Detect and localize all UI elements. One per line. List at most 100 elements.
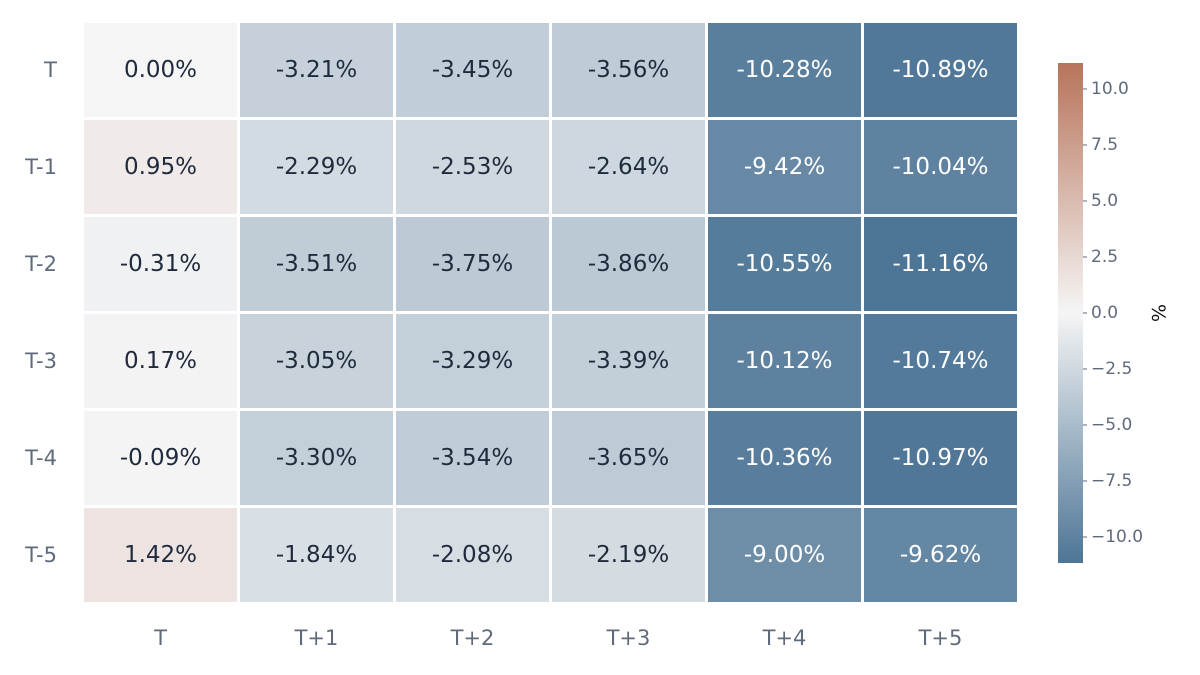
heatmap-cell-label: -3.54% <box>432 445 513 471</box>
x-axis-tick-labels: T T+1 T+2 T+3 T+4 T+5 <box>153 626 962 650</box>
colorbar-tick-label: 5.0 <box>1091 191 1118 211</box>
heatmap-cell <box>396 120 549 214</box>
heatmap-cell <box>240 23 393 117</box>
heatmap-cell <box>240 120 393 214</box>
heatmap-cell <box>396 217 549 311</box>
heatmap-cell <box>552 120 705 214</box>
y-tick-label: T-1 <box>24 155 57 179</box>
heatmap-cell <box>552 411 705 505</box>
heatmap-cell-label: -10.97% <box>893 445 989 471</box>
heatmap-cell-label: -1.84% <box>276 542 357 568</box>
heatmap-cell-label: -2.29% <box>276 154 357 180</box>
colorbar-tick-label: −7.5 <box>1091 471 1132 491</box>
heatmap-cell <box>864 314 1017 408</box>
heatmap-cell <box>708 508 861 602</box>
colorbar-tick-label: 7.5 <box>1091 135 1118 155</box>
heatmap-cell-label: -0.31% <box>120 251 201 277</box>
heatmap-cell <box>240 217 393 311</box>
x-tick-label: T+4 <box>762 626 807 650</box>
heatmap-cell-label: 0.17% <box>124 348 197 374</box>
y-tick-label: T-3 <box>24 349 57 373</box>
heatmap-cell-label: -3.51% <box>276 251 357 277</box>
heatmap-cell-label: -0.09% <box>120 445 201 471</box>
heatmap-cell <box>240 508 393 602</box>
heatmap-cell <box>864 23 1017 117</box>
heatmap-cell-label: 1.42% <box>124 542 197 568</box>
heatmap-cell-label: -2.19% <box>588 542 669 568</box>
colorbar: 10.0 7.5 5.0 2.5 0.0 −2.5 −5.0 −7.5 −10.0 % <box>1058 63 1169 563</box>
heatmap-cell <box>864 411 1017 505</box>
heatmap-cell-label: -9.00% <box>744 542 825 568</box>
heatmap-cell <box>84 120 237 214</box>
heatmap-cell-label: -2.08% <box>432 542 513 568</box>
heatmap-cell-label: -3.39% <box>588 348 669 374</box>
x-tick-label: T+1 <box>294 626 339 650</box>
heatmap-cell <box>240 411 393 505</box>
heatmap-cell <box>708 314 861 408</box>
heatmap-cell <box>864 217 1017 311</box>
heatmap-cells: 0.00% -3.21% -3.45% -3.56% -10.28% -10.89% 0.9… <box>84 23 1017 602</box>
heatmap-cell-label: -3.86% <box>588 251 669 277</box>
heatmap-cell <box>708 217 861 311</box>
heatmap-cell-label: -2.64% <box>588 154 669 180</box>
colorbar-tick-label: 0.0 <box>1091 303 1118 323</box>
heatmap-cell-label: -2.53% <box>432 154 513 180</box>
heatmap-cell-label: -3.65% <box>588 445 669 471</box>
heatmap-cell <box>552 508 705 602</box>
colorbar-title: % <box>1147 304 1169 322</box>
heatmap-cell <box>708 411 861 505</box>
heatmap-cell <box>84 23 237 117</box>
heatmap-cell-label: -3.56% <box>588 57 669 83</box>
heatmap-cell <box>864 508 1017 602</box>
heatmap-cell-label: -3.75% <box>432 251 513 277</box>
y-tick-label: T-2 <box>24 252 57 276</box>
y-axis-tick-labels: T T-1 T-2 T-3 T-4 T-5 <box>24 58 57 567</box>
heatmap-cell-label: -10.55% <box>737 251 833 277</box>
heatmap-cell-label: -9.42% <box>744 154 825 180</box>
y-tick-label: T-5 <box>24 543 57 567</box>
heatmap-cell-label: -10.12% <box>737 348 833 374</box>
heatmap-cell-label: -10.74% <box>893 348 989 374</box>
heatmap-cell <box>396 508 549 602</box>
heatmap-cell-label: -10.89% <box>893 57 989 83</box>
heatmap-cell <box>864 120 1017 214</box>
y-tick-label: T-4 <box>24 446 57 470</box>
colorbar-tick-label: 10.0 <box>1091 79 1129 99</box>
colorbar-tick-label: −10.0 <box>1091 527 1143 547</box>
heatmap-cell-label: -10.04% <box>893 154 989 180</box>
heatmap-cell <box>552 23 705 117</box>
heatmap-cell-label: 0.00% <box>124 57 197 83</box>
heatmap-cell <box>708 23 861 117</box>
x-tick-label: T <box>153 626 167 650</box>
heatmap-cell <box>84 508 237 602</box>
heatmap-cell <box>552 217 705 311</box>
heatmap-cell-label: -3.45% <box>432 57 513 83</box>
heatmap-cell-label: -9.62% <box>900 542 981 568</box>
heatmap-cell-label: -3.29% <box>432 348 513 374</box>
x-tick-label: T+3 <box>606 626 651 650</box>
heatmap-cell-label: -10.36% <box>737 445 833 471</box>
heatmap-cell-label: 0.95% <box>124 154 197 180</box>
heatmap-cell <box>552 314 705 408</box>
heatmap-cell <box>84 411 237 505</box>
heatmap-cell-label: -3.21% <box>276 57 357 83</box>
heatmap-cell-label: -10.28% <box>737 57 833 83</box>
heatmap-cell <box>396 23 549 117</box>
heatmap-cell <box>708 120 861 214</box>
heatmap-cell <box>84 314 237 408</box>
y-tick-label: T <box>43 58 57 82</box>
heatmap-cell-label: -11.16% <box>893 251 989 277</box>
colorbar-tick-label: −2.5 <box>1091 359 1132 379</box>
colorbar-gradient <box>1058 63 1083 563</box>
heatmap-cell <box>396 411 549 505</box>
x-tick-label: T+2 <box>450 626 495 650</box>
colorbar-tick-label: −5.0 <box>1091 415 1132 435</box>
heatmap-cell <box>396 314 549 408</box>
heatmap-cell-label: -3.30% <box>276 445 357 471</box>
colorbar-tick-label: 2.5 <box>1091 247 1118 267</box>
heatmap-cell-label: -3.05% <box>276 348 357 374</box>
x-tick-label: T+5 <box>918 626 963 650</box>
heatmap-cell <box>240 314 393 408</box>
colorbar-ticks: 10.0 7.5 5.0 2.5 0.0 −2.5 −5.0 −7.5 −10.0 <box>1083 79 1143 547</box>
